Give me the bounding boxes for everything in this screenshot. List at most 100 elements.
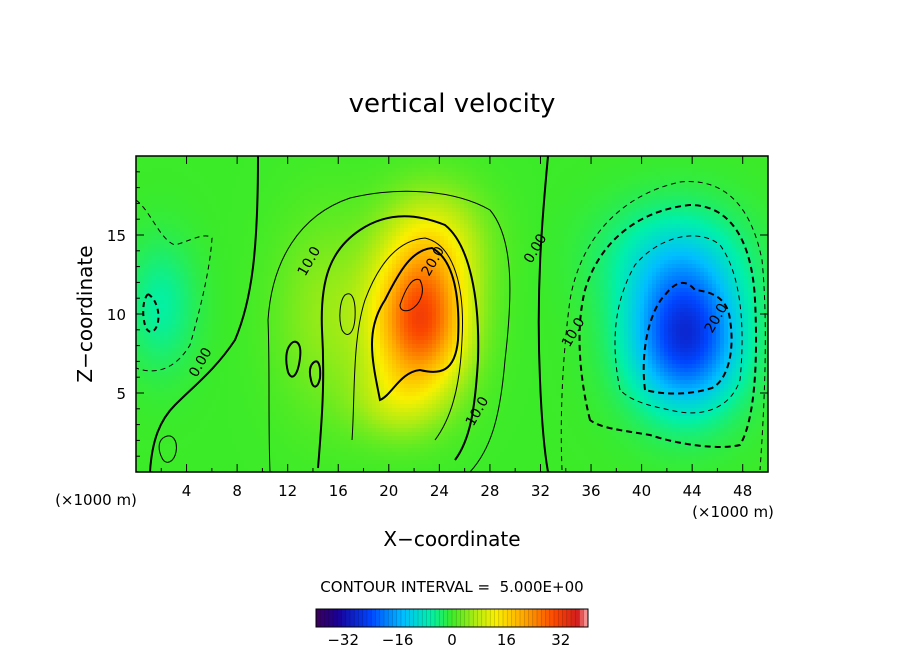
colorbar-segment <box>316 609 321 627</box>
colorbar-segment <box>341 609 347 627</box>
colorbar-segment <box>579 609 585 627</box>
colorbar-segment <box>439 609 444 627</box>
colorbar-segment <box>358 609 364 627</box>
colorbar-segment <box>413 609 419 627</box>
colorbar-segment <box>524 609 529 627</box>
colorbar-segment <box>337 609 342 627</box>
x-tick-label: 44 <box>683 482 702 500</box>
contour-blob-1 <box>285 340 302 378</box>
colorbar-segment <box>545 609 551 627</box>
x-unit-left: (×1000 m) <box>55 491 137 509</box>
x-axis-ticks: 4 8 12 16 20 24 28 32 36 40 44 48 <box>160 156 752 500</box>
colorbar-segment <box>405 609 410 627</box>
colorbar-segment <box>562 609 568 627</box>
velocity-field <box>136 156 768 472</box>
colorbar-segment <box>481 609 487 627</box>
colorbar-segment <box>435 609 440 627</box>
colorbar <box>315 609 589 627</box>
colorbar-segment <box>409 609 415 627</box>
contour-neg-20 <box>642 281 733 395</box>
contour-10 <box>317 215 480 469</box>
colorbar-tick-label: 32 <box>551 631 570 649</box>
colorbar-segment <box>430 609 436 627</box>
colorbar-segment <box>537 609 542 627</box>
colorbar-segment <box>328 609 334 627</box>
contour-20 <box>371 246 460 402</box>
colorbar-segment <box>324 609 330 627</box>
y-axis-ticks: 5 10 15 <box>107 171 768 457</box>
colorbar-segment <box>320 609 325 627</box>
x-unit-right: (×1000 m) <box>692 503 774 521</box>
colorbar-tick-label: −32 <box>327 631 359 649</box>
colorbar-segment <box>503 609 508 627</box>
x-tick-label: 24 <box>430 482 449 500</box>
colorbar-segment <box>456 609 461 627</box>
x-tick-label: 36 <box>581 482 600 500</box>
colorbar-segment <box>583 609 589 627</box>
colorbar-segment <box>515 609 521 627</box>
contour-lines <box>136 156 766 472</box>
colorbar-segment <box>528 609 534 627</box>
colorbar-segment <box>447 609 453 627</box>
colorbar-tick-label: 16 <box>497 631 516 649</box>
colorbar-segment <box>345 609 351 627</box>
colorbar-segment <box>549 609 555 627</box>
colorbar-segment <box>371 609 376 627</box>
contour-25 <box>399 278 423 312</box>
y-axis-label: Z−coordinate <box>73 245 97 382</box>
colorbar-segment <box>473 609 478 627</box>
colorbar-segment <box>490 609 495 627</box>
colorbar-segment <box>469 609 474 627</box>
contour-left-neg <box>136 199 213 372</box>
contour-neg-10 <box>578 203 758 448</box>
colorbar-segment <box>558 609 563 627</box>
colorbar-tick-label: 0 <box>447 631 457 649</box>
x-tick-label: 8 <box>232 482 242 500</box>
colorbar-segment <box>541 609 546 627</box>
colorbar-segment <box>494 609 500 627</box>
colorbar-segment <box>477 609 483 627</box>
colorbar-segment <box>350 609 355 627</box>
colorbar-segment <box>486 609 491 627</box>
x-tick-label: 20 <box>379 482 398 500</box>
colorbar-segment <box>367 609 372 627</box>
chart-title: vertical velocity <box>349 89 556 119</box>
colorbar-segment <box>375 609 381 627</box>
colorbar-segment <box>418 609 423 627</box>
contour-blob-3 <box>158 435 177 463</box>
contour-neg-5 <box>560 181 766 471</box>
x-tick-label: 32 <box>531 482 550 500</box>
colorbar-tick-label: −16 <box>382 631 414 649</box>
colorbar-segment <box>571 609 576 627</box>
colorbar-segment <box>464 609 470 627</box>
x-tick-label: 4 <box>182 482 192 500</box>
colorbar-segment <box>554 609 559 627</box>
contour-neg-15 <box>614 235 743 414</box>
colorbar-segment <box>422 609 427 627</box>
colorbar-segment <box>532 609 538 627</box>
colorbar-segment <box>511 609 517 627</box>
colorbar-segment <box>392 609 398 627</box>
x-tick-label: 16 <box>329 482 348 500</box>
contour-zero-left <box>149 156 259 472</box>
contour-blob-4 <box>308 360 322 388</box>
x-axis-label: X−coordinate <box>383 527 520 551</box>
colorbar-segment <box>388 609 393 627</box>
colorbar-segment <box>401 609 406 627</box>
contour-blob-2 <box>339 293 356 335</box>
contour-zero-mid <box>537 156 549 472</box>
colorbar-segment <box>460 609 466 627</box>
colorbar-ticks: −32 −16 0 16 32 <box>327 631 570 649</box>
colorbar-segment <box>575 609 580 627</box>
colorbar-segment <box>396 609 402 627</box>
colorbar-frame <box>315 608 589 628</box>
x-tick-label: 48 <box>733 482 752 500</box>
colorbar-segment <box>362 609 368 627</box>
y-tick-label: 10 <box>107 306 126 324</box>
x-tick-label: 12 <box>278 482 297 500</box>
colorbar-segment <box>333 609 338 627</box>
colorbar-segment <box>354 609 359 627</box>
contour-5 <box>267 190 511 472</box>
colorbar-segment <box>498 609 504 627</box>
